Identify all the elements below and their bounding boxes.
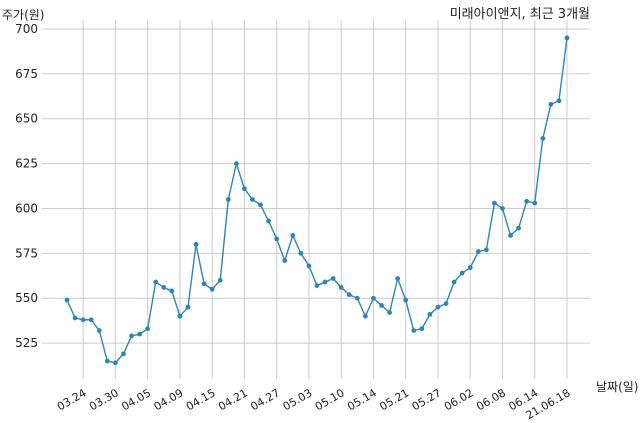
x-axis-label: 날짜(일) [596, 380, 638, 394]
data-point [362, 313, 368, 319]
data-point [354, 295, 360, 301]
data-point [387, 310, 392, 315]
data-point [532, 200, 538, 206]
y-tick-label: 625 [15, 157, 38, 171]
x-tick-label: 06.08 [474, 386, 508, 413]
data-point [540, 136, 546, 141]
data-point [475, 249, 481, 254]
data-point [427, 311, 433, 317]
x-tick-label: 03.30 [87, 386, 121, 413]
data-point [209, 286, 215, 292]
data-point [129, 333, 134, 339]
data-point [137, 331, 142, 337]
data-point [338, 285, 344, 290]
data-point [564, 35, 570, 41]
axes: 52555057560062565067570003.2403.3004.050… [15, 22, 572, 422]
data-point [314, 283, 320, 289]
data-point [403, 297, 409, 303]
data-point [330, 276, 336, 281]
series-line [66, 37, 568, 364]
chart-title: 미래아이앤지, 최근 3개월 [450, 7, 590, 22]
data-point [322, 279, 328, 285]
data-point [379, 303, 384, 308]
series [64, 35, 570, 366]
x-tick-label: 03.24 [55, 386, 89, 413]
data-point [467, 265, 473, 271]
data-point [104, 358, 110, 364]
data-point [500, 206, 505, 211]
data-point [169, 288, 175, 294]
y-tick-label: 675 [15, 67, 38, 81]
x-tick-label: 06.02 [442, 386, 476, 413]
data-point [483, 247, 489, 253]
data-point [492, 200, 497, 206]
data-point [435, 304, 441, 310]
data-point [201, 281, 207, 287]
data-point [411, 328, 417, 333]
data-point [258, 202, 263, 208]
data-point [161, 285, 167, 290]
data-point [298, 250, 304, 256]
x-tick-label: 05.10 [313, 386, 347, 413]
data-point [516, 225, 522, 231]
data-point [233, 161, 239, 167]
y-tick-label: 550 [15, 291, 38, 305]
x-tick-label: 05.27 [410, 386, 444, 413]
data-point [306, 263, 312, 269]
data-point [346, 292, 352, 298]
y-tick-label: 525 [15, 336, 38, 350]
data-point [443, 301, 449, 307]
x-tick-label: 04.09 [152, 386, 186, 413]
y-tick-label: 650 [15, 112, 38, 126]
data-point [112, 360, 118, 366]
data-point [121, 351, 126, 357]
y-tick-label: 600 [15, 201, 38, 215]
data-point [193, 241, 199, 247]
data-point [508, 233, 513, 238]
data-point [371, 295, 376, 301]
x-tick-label: 05.14 [345, 386, 379, 413]
y-tick-label: 575 [15, 246, 38, 260]
data-point [395, 276, 401, 281]
data-point [72, 315, 78, 321]
x-tick-label: 04.27 [248, 386, 282, 413]
x-tick-label: 04.05 [119, 386, 153, 413]
data-point [242, 186, 247, 192]
data-point [290, 233, 296, 238]
data-point [217, 277, 223, 283]
data-point [451, 279, 457, 285]
data-point [64, 297, 70, 303]
data-point [177, 313, 183, 319]
data-point [88, 317, 94, 323]
data-point [185, 304, 191, 310]
x-tick-label: 05.21 [377, 386, 411, 413]
data-point [282, 258, 288, 263]
data-point [274, 236, 280, 242]
data-point [145, 326, 151, 332]
x-tick-label: 04.15 [184, 386, 218, 413]
x-tick-label: 05.03 [281, 386, 315, 413]
data-point [459, 270, 465, 276]
data-point [225, 197, 231, 202]
y-tick-label: 700 [15, 22, 38, 36]
data-point [266, 218, 272, 224]
data-point [548, 101, 554, 107]
x-tick-label: 04.21 [216, 386, 250, 413]
data-point [80, 317, 86, 323]
data-point [556, 98, 562, 104]
data-point [419, 326, 425, 332]
data-point [96, 328, 102, 333]
grid [42, 20, 590, 379]
data-point [153, 279, 159, 285]
data-point [250, 197, 255, 202]
y-axis-label: 주가(원) [2, 8, 44, 22]
data-point [524, 198, 530, 204]
